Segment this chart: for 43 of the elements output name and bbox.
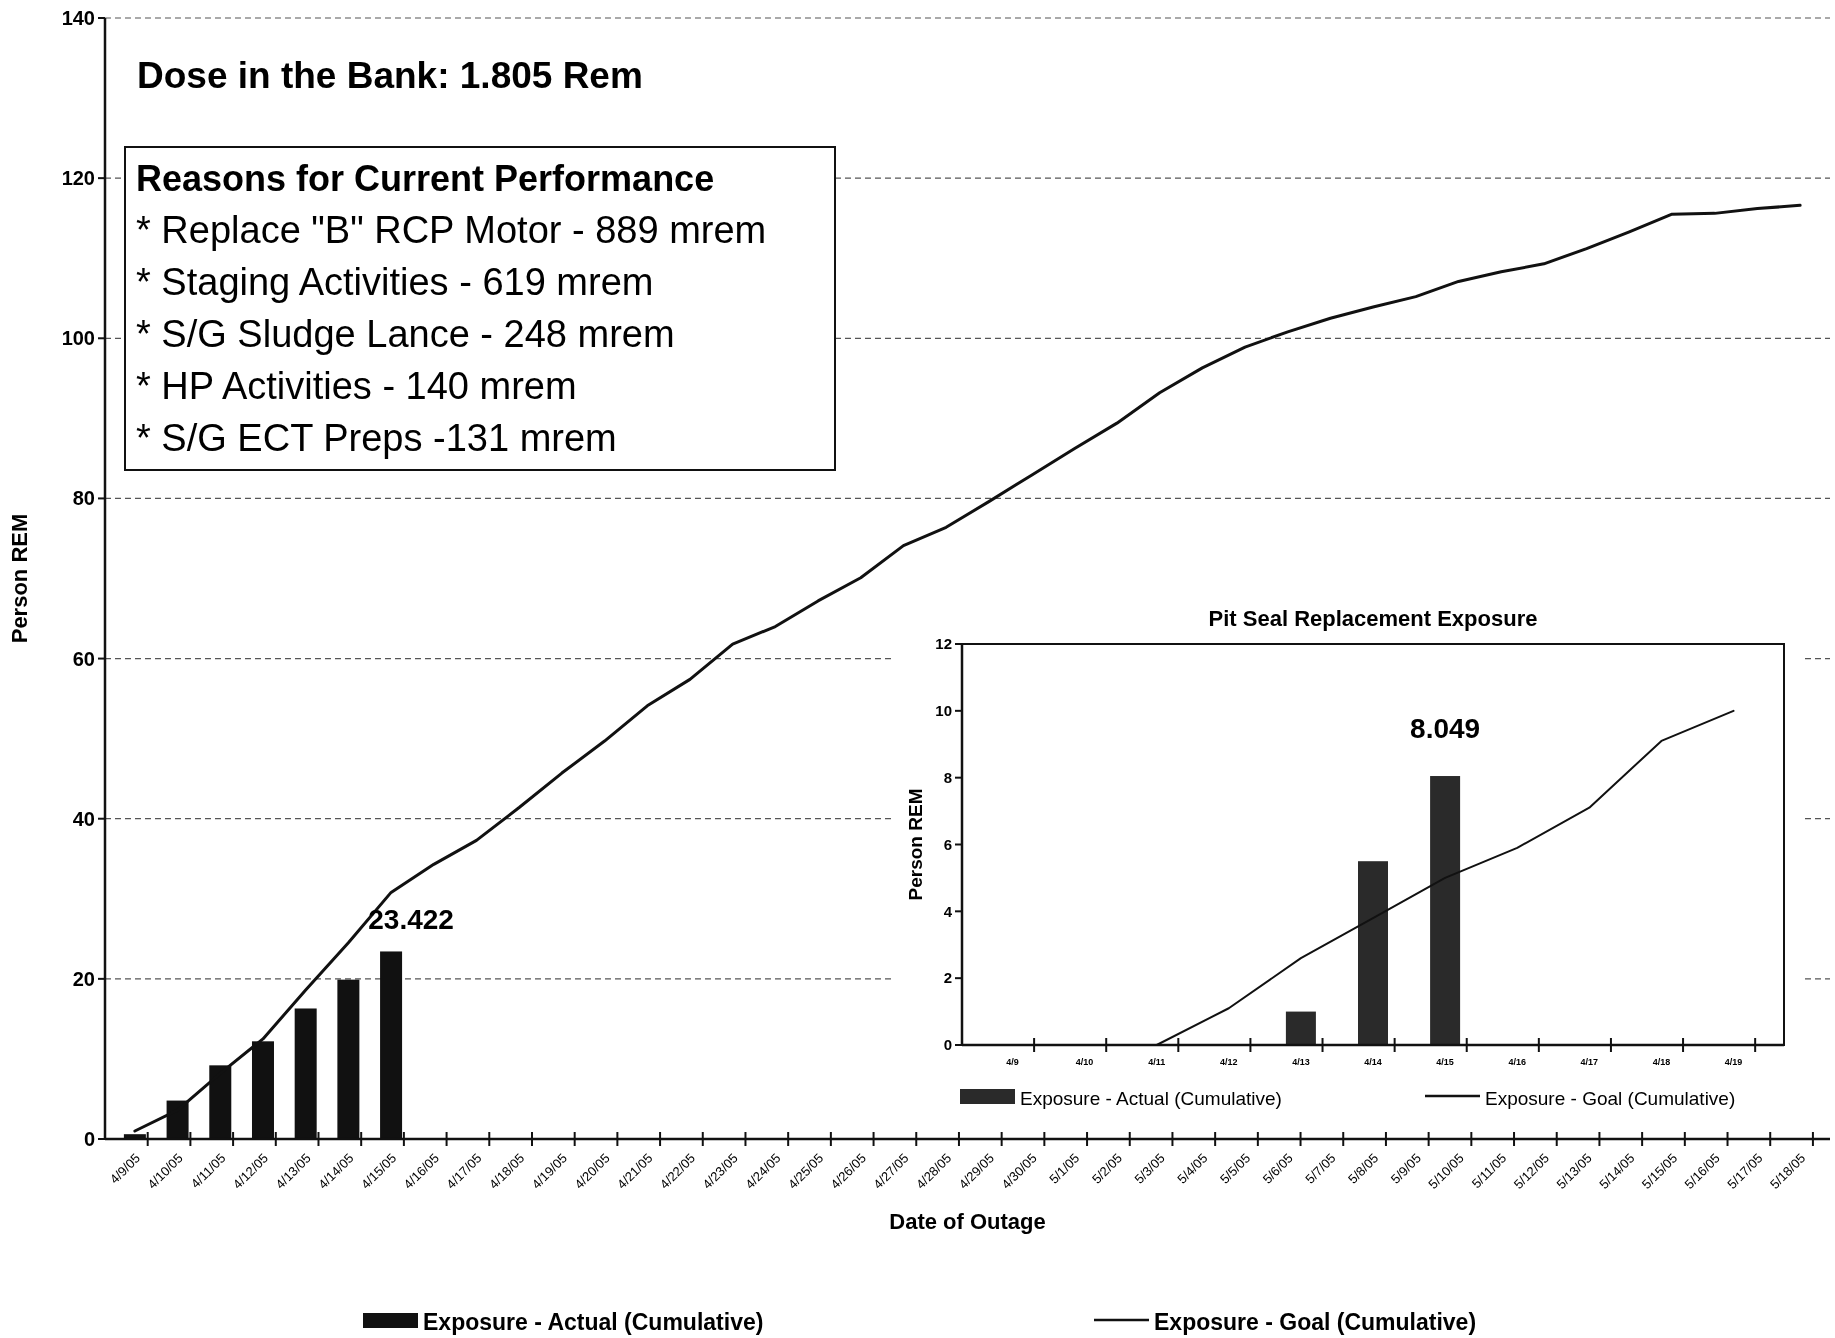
chart-title: Pit Seal Replacement Exposure bbox=[1208, 606, 1538, 631]
y-tick-label: 10 bbox=[935, 702, 952, 720]
legend-label: Exposure - Goal (Cumulative) bbox=[1485, 1087, 1736, 1109]
y-axis-title: Person REM bbox=[905, 788, 926, 901]
y-tick-label: 40 bbox=[72, 807, 95, 830]
legend-label: Exposure - Goal (Cumulative) bbox=[1154, 1309, 1477, 1336]
y-tick-label: 80 bbox=[72, 487, 95, 510]
annotation: * S/G ECT Preps -131 mrem bbox=[136, 417, 617, 459]
annotation: * S/G Sludge Lance - 248 mrem bbox=[136, 313, 675, 355]
x-tick-label: 4/15 bbox=[1436, 1057, 1454, 1067]
x-axis-title: Date of Outage bbox=[889, 1209, 1046, 1234]
annotation: * Staging Activities - 619 mrem bbox=[136, 261, 654, 303]
y-tick-label: 4 bbox=[943, 902, 953, 920]
y-tick-label: 100 bbox=[61, 327, 95, 350]
y-tick-label: 20 bbox=[72, 967, 95, 990]
y-tick-label: 0 bbox=[943, 1036, 952, 1054]
x-tick-label: 4/11 bbox=[1148, 1057, 1166, 1067]
x-tick-label: 4/16 bbox=[1508, 1057, 1526, 1067]
y-tick-label: 60 bbox=[72, 647, 95, 670]
legend-label: Exposure - Actual (Cumulative) bbox=[1020, 1087, 1282, 1109]
x-tick-label: 4/14 bbox=[1364, 1057, 1382, 1067]
data-label: 8.049 bbox=[1410, 713, 1481, 745]
y-tick-label: 8 bbox=[943, 768, 952, 786]
y-tick-label: 6 bbox=[943, 835, 952, 853]
x-tick-label: 4/19 bbox=[1724, 1057, 1743, 1067]
y-tick-label: 140 bbox=[61, 7, 95, 29]
legend-label: Exposure - Actual (Cumulative) bbox=[423, 1309, 764, 1336]
data-label: 23.422 bbox=[368, 904, 454, 936]
x-tick-label: 4/12 bbox=[1220, 1057, 1238, 1067]
x-tick-label: 4/13 bbox=[1292, 1057, 1310, 1067]
y-tick-label: 0 bbox=[83, 1128, 95, 1150]
annotation: * HP Activities - 140 mrem bbox=[136, 365, 577, 407]
y-tick-label: 2 bbox=[943, 969, 952, 987]
annotation: * Replace "B" RCP Motor - 889 mrem bbox=[136, 209, 767, 251]
y-tick-label: 120 bbox=[61, 167, 95, 190]
annotation: Reasons for Current Performance bbox=[136, 158, 715, 199]
x-tick-label: 4/10 bbox=[1075, 1057, 1094, 1067]
x-tick-label: 4/18 bbox=[1652, 1057, 1671, 1067]
x-tick-label: 4/9 bbox=[1006, 1057, 1019, 1067]
y-axis-title: Person REM bbox=[7, 513, 32, 644]
y-tick-label: 12 bbox=[935, 635, 952, 653]
x-tick-label: 4/17 bbox=[1580, 1057, 1599, 1067]
annotation: Dose in the Bank: 1.805 Rem bbox=[137, 55, 643, 96]
